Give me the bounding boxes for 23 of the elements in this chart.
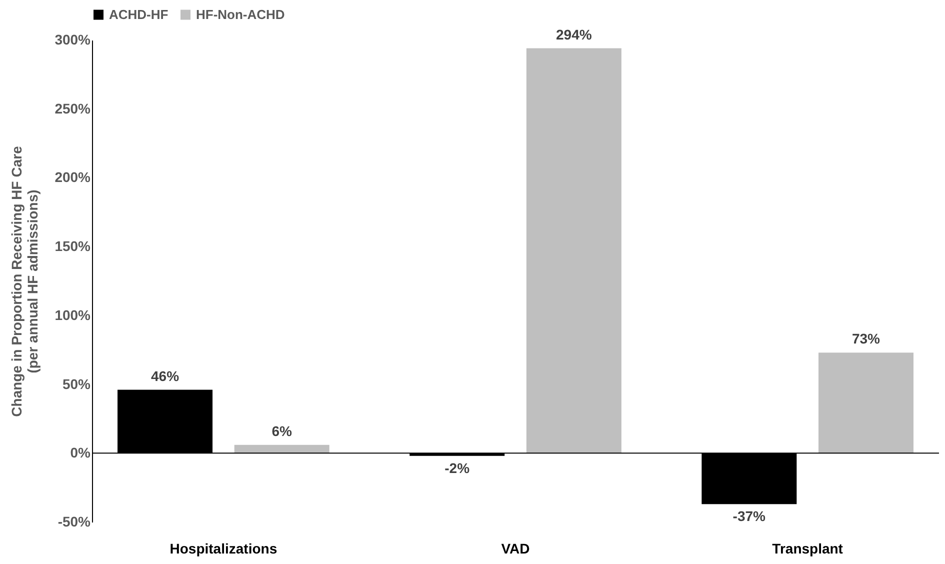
y-tick-label: 250%	[54, 100, 92, 116]
y-tick-label: 150%	[54, 238, 92, 254]
data-label: -2%	[444, 460, 470, 476]
legend-label: ACHD-HF	[109, 6, 168, 22]
data-label: 46%	[151, 368, 180, 384]
y-tick-label: 100%	[54, 306, 92, 323]
y-tick-label: 50%	[62, 376, 92, 392]
y-tick-label: 200%	[54, 169, 92, 186]
x-tick-label: VAD	[501, 540, 530, 556]
y-axis-title: Change in Proportion Receiving HF Care (per annual HF admissions)	[8, 146, 41, 417]
data-label: 73%	[852, 330, 881, 347]
bar	[818, 352, 914, 454]
bar	[234, 444, 330, 454]
bar	[526, 48, 622, 454]
y-tick-label: 300%	[54, 32, 92, 48]
x-tick-label: Hospitalizations	[170, 540, 278, 556]
y-tick-label: 0%	[70, 444, 92, 461]
y-tick-label: -50%	[58, 514, 92, 530]
x-tick-label: Transplant	[772, 540, 844, 556]
data-label: 6%	[272, 422, 293, 439]
legend-label: HF-Non-ACHD	[196, 6, 285, 22]
data-label: 294%	[556, 26, 592, 42]
data-label: -37%	[732, 508, 766, 524]
